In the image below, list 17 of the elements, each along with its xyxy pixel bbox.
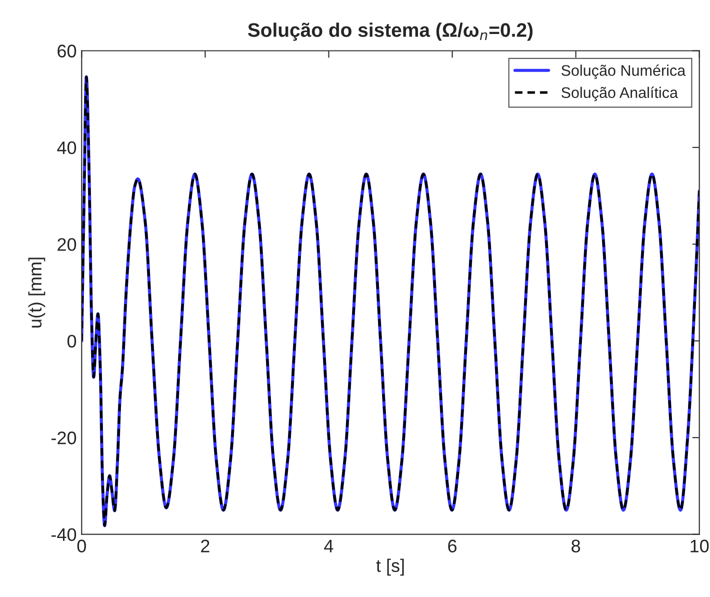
x-tick-label: 0: [77, 540, 86, 552]
x-axis-title: t [s]: [376, 558, 404, 576]
y-tick-label: 0: [67, 334, 76, 348]
x-tick-label: 4: [324, 540, 334, 552]
y-tick-label: -20: [51, 432, 76, 444]
legend-label: Solução Numérica: [561, 64, 686, 79]
x-tick-label: 8: [572, 540, 580, 552]
y-tick-label: 60: [58, 44, 76, 58]
y-tick-label: 40: [57, 141, 76, 154]
y-tick-label: 20: [58, 238, 76, 251]
x-tick-label: 2: [201, 540, 210, 552]
legend-label: Solução Analítica: [561, 86, 678, 102]
x-tick-label: 10: [690, 540, 709, 552]
y-tick-label: -40: [51, 528, 76, 542]
x-tick-label: 6: [448, 540, 456, 552]
y-axis-title: u(t) [mm]: [28, 258, 46, 328]
chart-title: Solução do sistema (Ω/ω$_{n}$=0.2): [248, 22, 533, 41]
